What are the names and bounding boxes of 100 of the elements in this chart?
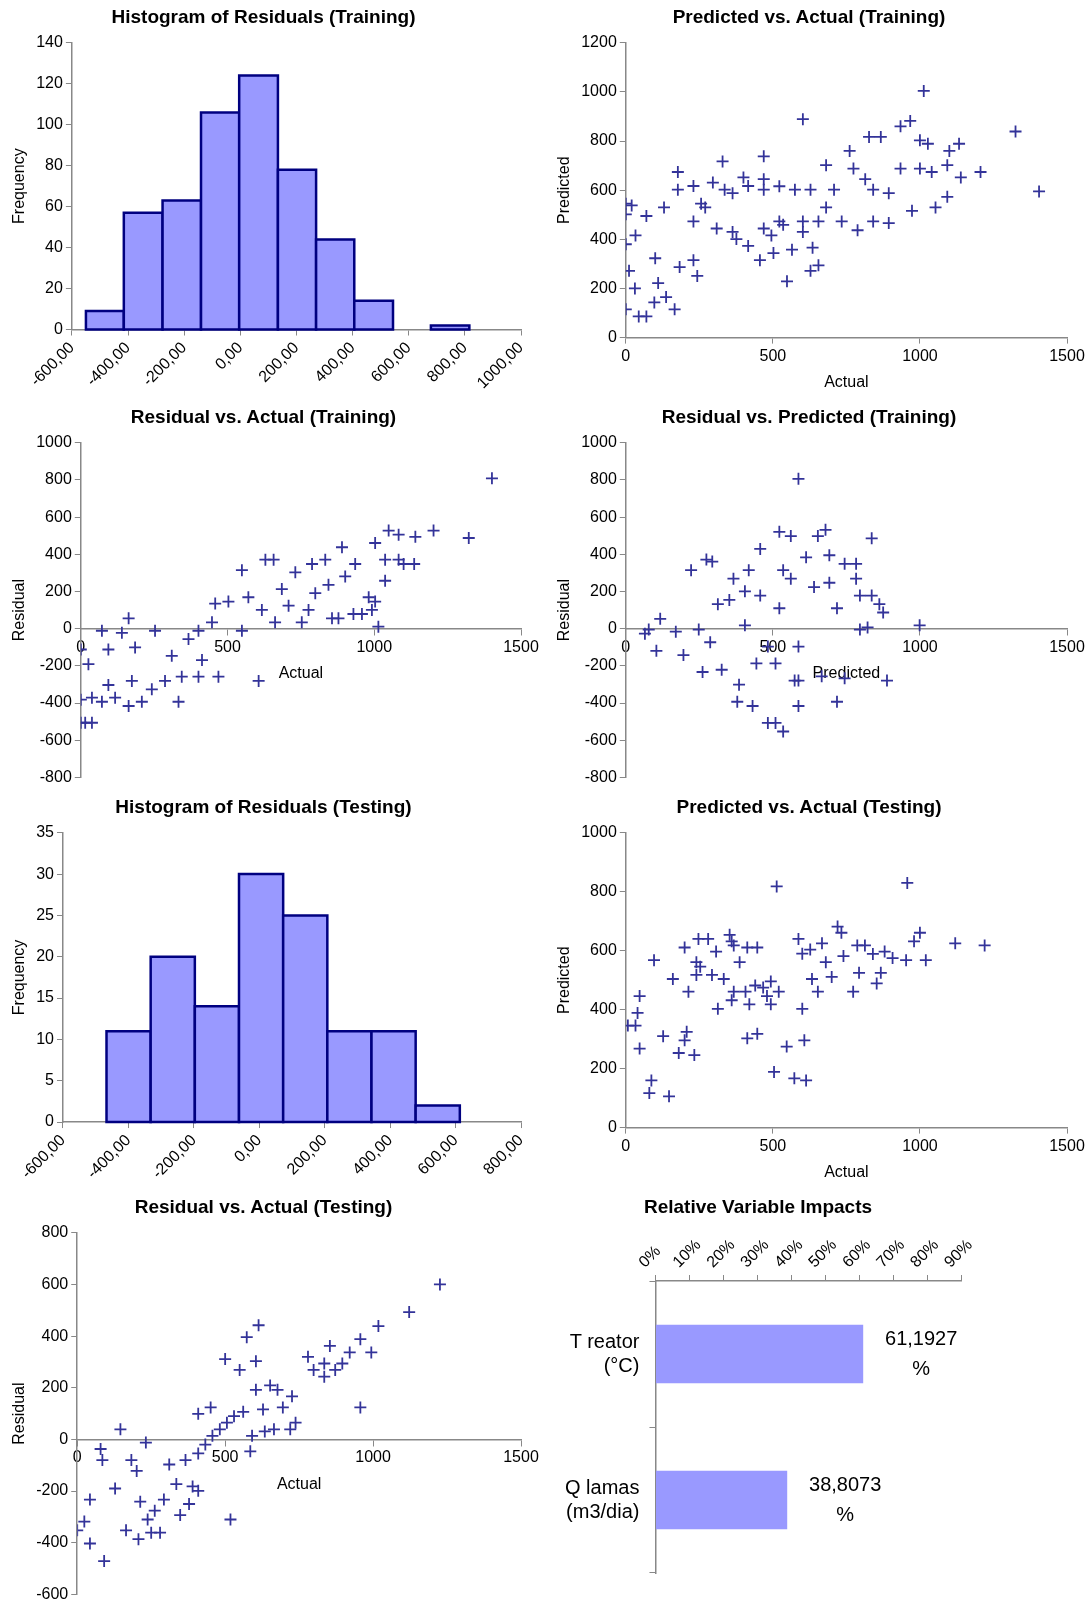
y-tick-label: 400 <box>41 1326 69 1344</box>
x-tick-label: 1500 <box>503 1448 539 1466</box>
data-label: 61,1927 % <box>885 1326 958 1379</box>
y-tick-label: 200 <box>41 1378 69 1396</box>
y-tick-label: 20 <box>36 947 55 965</box>
y-tick-label: 600 <box>590 507 617 525</box>
x-axis-title: Actual <box>278 663 324 681</box>
chart-title: Histogram of Residuals (Testing) <box>115 795 412 817</box>
y-tick-label: 35 <box>36 823 55 841</box>
y-tick-label: 400 <box>45 544 72 562</box>
y-tick-label: Q lamas (m3/dia) <box>564 1475 640 1522</box>
x-tick-label: 500 <box>214 637 241 655</box>
chart-title: Predicted vs. Actual (Testing) <box>676 795 942 817</box>
chart-title: Residual vs. Predicted (Training) <box>661 405 957 427</box>
y-tick-label: -200 <box>36 1481 69 1499</box>
x-tick-label: 1000 <box>356 637 393 655</box>
data-label: 38,8073 % <box>809 1472 882 1525</box>
x-axis-title: Actual <box>276 1474 322 1492</box>
y-tick-label: 80 <box>45 156 63 174</box>
x-tick-label: 50% <box>804 1235 840 1271</box>
y-tick-label: 400 <box>590 1000 617 1018</box>
x-tick-label: 60% <box>838 1235 874 1271</box>
y-tick-label: 800 <box>590 882 617 900</box>
y-tick-label: 800 <box>590 470 617 488</box>
x-tick-label: 1500 <box>1049 346 1085 364</box>
x-tick-label: 1000 <box>902 637 938 655</box>
chart-title: Relative Variable Impacts <box>643 1195 873 1217</box>
y-axis-title: Frequency <box>10 148 28 224</box>
y-tick-label: 1000 <box>581 433 617 451</box>
y-tick-label: 60 <box>45 197 63 215</box>
y-tick-label: -400 <box>584 693 617 711</box>
y-tick-label: 140 <box>36 33 63 51</box>
x-tick-label: 0,00 <box>211 338 246 373</box>
y-tick-label: 1000 <box>581 823 617 841</box>
y-tick-label: 120 <box>36 74 63 92</box>
y-tick-label: -600 <box>39 730 72 748</box>
y-tick-label: 10 <box>36 1029 55 1047</box>
x-tick-label: 500 <box>759 1136 787 1154</box>
y-tick-label: 400 <box>590 229 617 247</box>
chart-title: Residual vs. Actual (Testing) <box>134 1195 393 1217</box>
y-tick-label: 0 <box>59 1429 69 1447</box>
y-tick-label: 0 <box>45 1112 55 1130</box>
y-tick-label: 800 <box>590 131 617 149</box>
y-tick-label: -600 <box>36 1584 69 1602</box>
y-tick-label: -800 <box>39 767 72 785</box>
y-tick-label: 1000 <box>581 82 617 100</box>
y-axis-title: Residual <box>555 578 573 642</box>
y-axis-title: Predicted <box>555 156 573 224</box>
y-tick-label: 5 <box>45 1071 55 1089</box>
x-tick-label: 500 <box>759 346 787 364</box>
y-tick-label: 15 <box>36 988 55 1006</box>
y-tick-label: 800 <box>41 1223 69 1241</box>
y-tick-label: 600 <box>45 507 72 525</box>
y-tick-label: 0 <box>62 619 72 637</box>
x-axis-title: Actual <box>824 372 869 390</box>
x-tick-label: 90% <box>940 1235 976 1271</box>
y-tick-label: 1000 <box>36 433 72 451</box>
y-tick-label: 0 <box>607 1118 617 1136</box>
y-tick-label: -200 <box>39 656 72 674</box>
y-axis-title: Predicted <box>555 946 573 1014</box>
x-tick-label: 1000 <box>355 1448 391 1466</box>
y-tick-label: 0 <box>53 319 63 337</box>
x-tick-label: 1000 <box>902 1136 938 1154</box>
y-tick-label: 20 <box>45 278 63 296</box>
x-tick-label: 1500 <box>1049 637 1085 655</box>
y-tick-label: 200 <box>590 581 617 599</box>
y-tick-label: 600 <box>590 941 617 959</box>
y-tick-label: 100 <box>36 115 63 133</box>
chart-title: Residual vs. Actual (Training) <box>130 405 397 427</box>
y-tick-label: 400 <box>590 544 617 562</box>
y-axis-title: Frequency <box>10 939 28 1016</box>
x-tick-label: 80% <box>906 1235 942 1271</box>
x-tick-label: 0,00 <box>230 1130 265 1166</box>
x-tick-label: 30% <box>736 1235 772 1271</box>
y-tick-label: 600 <box>41 1274 69 1292</box>
x-tick-label: 40% <box>770 1235 806 1271</box>
y-tick-label: 40 <box>45 238 63 256</box>
y-tick-label: 800 <box>45 470 72 488</box>
chart-title: Predicted vs. Actual (Training) <box>672 5 946 27</box>
y-tick-label: 200 <box>590 1059 617 1077</box>
y-tick-label: 200 <box>590 278 617 296</box>
x-tick-label: 1500 <box>503 637 539 655</box>
x-tick-label: 0% <box>635 1242 664 1271</box>
y-tick-label: -400 <box>36 1533 69 1551</box>
y-tick-label: 30 <box>36 864 55 882</box>
y-tick-label: -600 <box>584 730 617 748</box>
y-tick-label: 1200 <box>581 33 617 51</box>
y-tick-label: 200 <box>45 581 72 599</box>
y-tick-label: -400 <box>39 693 72 711</box>
y-axis-title: Residual <box>10 1382 28 1445</box>
y-tick-label: 600 <box>590 180 617 198</box>
x-tick-label: 70% <box>872 1235 908 1271</box>
x-tick-label: 500 <box>211 1448 239 1466</box>
y-tick-label: -200 <box>584 656 617 674</box>
x-axis-title: Predicted <box>812 663 881 681</box>
y-axis-title: Residual <box>10 578 28 642</box>
chart-title: Histogram of Residuals (Training) <box>111 5 416 27</box>
y-tick-label: 25 <box>36 905 55 923</box>
x-tick-label: 1000 <box>902 346 938 364</box>
y-tick-label: 0 <box>607 619 617 637</box>
